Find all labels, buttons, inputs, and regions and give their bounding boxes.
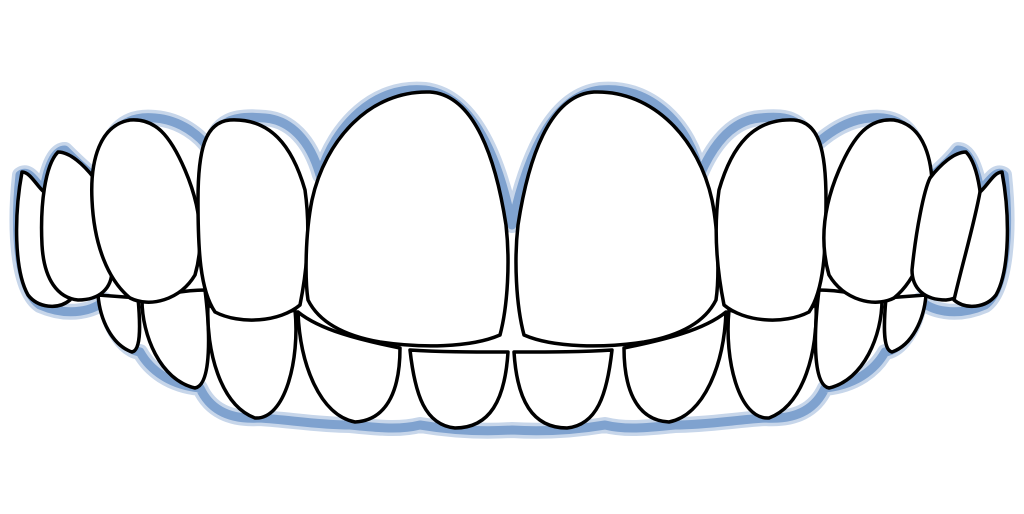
upper-tooth-left-central	[304, 90, 510, 348]
lower-teeth	[96, 288, 928, 430]
lower-tooth-left-1b	[296, 310, 402, 424]
upper-tooth-left-4	[196, 118, 310, 322]
lower-tooth-right-2	[726, 303, 818, 420]
lower-tooth-left-2	[206, 303, 298, 420]
lower-tooth-right-1a	[512, 348, 614, 430]
lower-tooth-right-1b	[622, 310, 728, 424]
lower-tooth-left-4	[96, 293, 142, 354]
upper-tooth-right-4	[714, 118, 828, 322]
upper-tooth-right-central	[514, 90, 720, 348]
upper-teeth	[14, 90, 1010, 348]
upper-tooth-left-5	[90, 118, 202, 304]
lower-tooth-right-4	[882, 293, 928, 354]
upper-tooth-right-7	[952, 170, 1010, 308]
lower-tooth-left-1a	[408, 348, 510, 430]
